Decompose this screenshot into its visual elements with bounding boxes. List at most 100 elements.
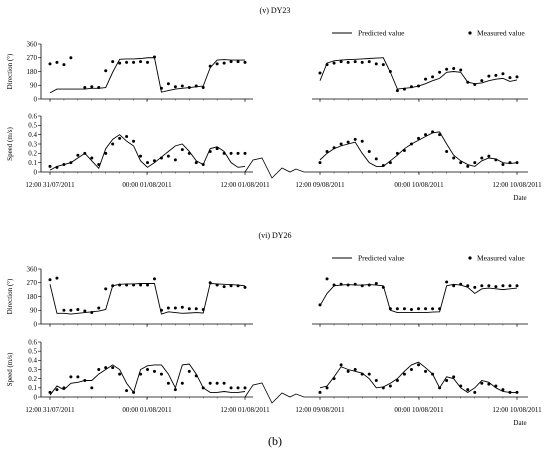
y-tick-label: 0.1 (28, 159, 37, 167)
measured-point (381, 386, 385, 390)
measured-point (118, 283, 122, 287)
measured-point (243, 151, 247, 155)
measured-point (201, 163, 205, 167)
measured-point (438, 70, 442, 74)
measured-point (424, 133, 428, 137)
measured-point (402, 307, 406, 311)
measured-point (111, 60, 115, 64)
measured-point (487, 382, 491, 386)
measured-point (508, 161, 512, 165)
measured-point (353, 137, 357, 141)
measured-point (194, 307, 198, 311)
measured-point (55, 165, 59, 169)
measured-point (480, 284, 484, 288)
measured-point (62, 163, 66, 167)
measured-point (236, 60, 240, 64)
y-axis-label: Speed (m/s) (6, 127, 14, 161)
measured-point (215, 147, 219, 151)
measured-point (229, 284, 233, 288)
measured-point (452, 66, 456, 70)
legend-label-predicted: Predicted value (358, 29, 405, 38)
measured-point (97, 86, 101, 90)
chart-title: (vi) DY26 (258, 231, 291, 240)
measured-point (395, 307, 399, 311)
measured-point (438, 307, 442, 311)
measured-point (215, 62, 219, 66)
measured-point (409, 142, 413, 146)
measured-point (508, 284, 512, 288)
measured-point (55, 388, 59, 392)
measured-point (90, 311, 94, 315)
predicted-line (49, 134, 246, 171)
measured-point (69, 161, 73, 165)
y-tick-label: 0.2 (28, 150, 37, 158)
measured-point (83, 86, 87, 90)
measured-point (194, 84, 198, 88)
measured-point (360, 372, 364, 376)
measured-point (146, 161, 149, 165)
measured-point (159, 156, 163, 160)
measured-point (146, 368, 149, 371)
measured-point (132, 390, 136, 394)
measured-point (374, 62, 378, 66)
predicted-line (319, 361, 517, 393)
measured-point (438, 133, 442, 137)
y-tick-label: 0.2 (28, 375, 37, 383)
y-axis-label: Direction (°) (6, 278, 14, 314)
legend-label-predicted: Predicted value (358, 254, 405, 263)
measured-point (466, 388, 470, 392)
axis-break-mark (244, 157, 312, 179)
x-tick-label: 12:00 31/07/2011 (25, 181, 75, 189)
measured-point (146, 60, 149, 64)
measured-point (208, 381, 212, 385)
measured-point (318, 161, 322, 165)
y-tick-label: 0.3 (28, 366, 37, 374)
measured-point (139, 283, 143, 287)
y-tick-label: 180 (27, 293, 38, 301)
measured-point (339, 60, 343, 64)
measured-point (466, 164, 470, 168)
x-tick-label: 12:00 01/08/2011 (220, 406, 270, 414)
measured-point (236, 386, 240, 390)
measured-point (132, 283, 136, 287)
measured-point (125, 283, 129, 287)
y-tick-label: 0.3 (28, 140, 37, 148)
measured-point (473, 161, 477, 165)
measured-point (48, 62, 52, 66)
measured-point (346, 60, 350, 64)
measured-point (159, 372, 163, 376)
measured-point (381, 163, 385, 167)
measured-point (515, 161, 519, 165)
measured-point (473, 82, 477, 86)
measured-point (97, 368, 101, 371)
measured-point (325, 386, 329, 390)
measured-point (459, 161, 463, 165)
y-tick-label: 90 (30, 82, 38, 90)
measured-point (402, 149, 406, 153)
measured-point (166, 82, 170, 86)
measured-point (166, 381, 170, 385)
measured-point (69, 308, 73, 312)
y-tick-label: 0.1 (28, 384, 37, 392)
y-tick-label: 0.4 (28, 357, 37, 365)
measured-point (62, 386, 66, 390)
measured-point (83, 379, 87, 382)
measured-point (104, 287, 108, 291)
measured-point (48, 164, 52, 168)
measured-point (187, 369, 191, 373)
measured-point (339, 142, 343, 146)
measured-point (104, 366, 108, 370)
measured-point (360, 139, 364, 143)
measured-point (459, 384, 463, 388)
measured-point (69, 375, 73, 379)
measured-point (125, 60, 129, 64)
measured-point (76, 307, 80, 311)
measured-point (152, 277, 156, 281)
measured-point (374, 157, 378, 161)
y-tick-label: 0 (34, 95, 38, 103)
measured-point (152, 159, 156, 163)
measured-point (346, 140, 350, 144)
measured-point (187, 151, 191, 155)
